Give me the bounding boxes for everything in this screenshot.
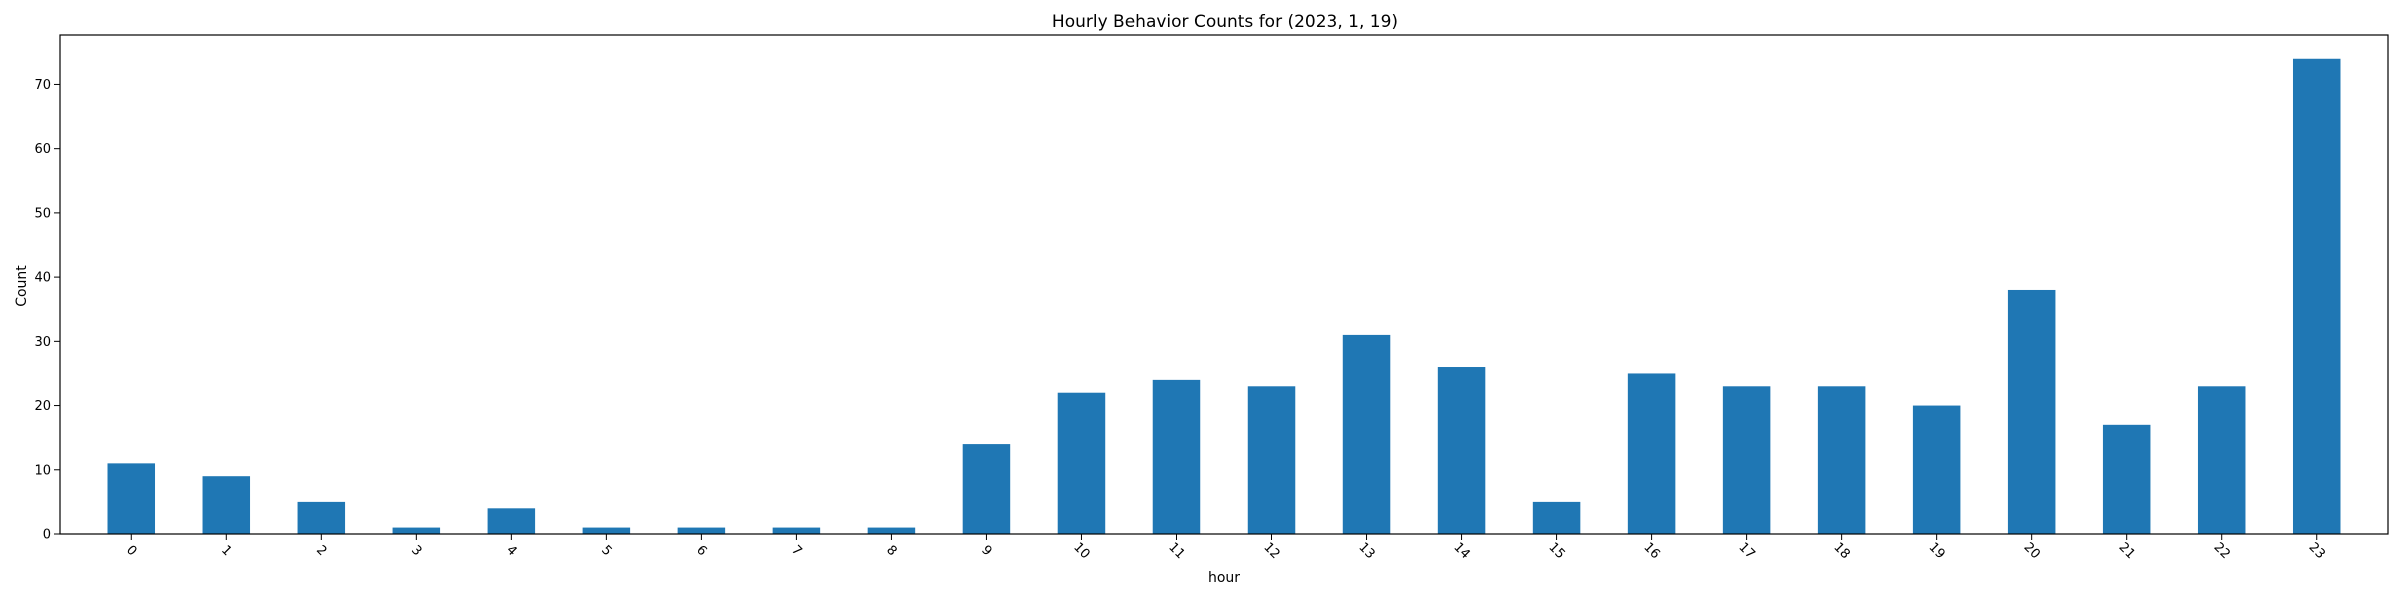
bar-hour-11 bbox=[1152, 379, 1201, 534]
bar-hour-19 bbox=[1912, 405, 1961, 534]
bar-hour-20 bbox=[2007, 289, 2056, 534]
bar-hour-12 bbox=[1247, 386, 1296, 534]
bar-hour-21 bbox=[2102, 424, 2151, 534]
bar-hour-5 bbox=[582, 527, 631, 534]
bar-hour-0 bbox=[107, 463, 156, 534]
chart-title: Hourly Behavior Counts for (2023, 1, 19) bbox=[1052, 12, 1398, 32]
y-tick-label: 0 bbox=[43, 528, 51, 543]
y-axis-ticks: 0 10 20 30 40 50 60 70 bbox=[34, 78, 60, 543]
y-tick-label: 30 bbox=[34, 335, 51, 350]
bar-hour-16 bbox=[1627, 373, 1676, 534]
y-tick-label: 60 bbox=[34, 142, 51, 157]
bar-hour-18 bbox=[1817, 386, 1866, 534]
bar-hour-10 bbox=[1057, 392, 1106, 534]
bar-hour-17 bbox=[1722, 386, 1771, 534]
bars-group bbox=[107, 58, 2341, 534]
bar-hour-22 bbox=[2197, 386, 2246, 534]
plot-frame bbox=[59, 34, 2389, 535]
bar-hour-15 bbox=[1532, 501, 1581, 534]
bar-hour-6 bbox=[677, 527, 726, 534]
y-axis-label: Count bbox=[14, 265, 30, 307]
y-tick-label: 10 bbox=[34, 463, 51, 478]
bar-hour-23 bbox=[2292, 58, 2341, 534]
bar-hour-14 bbox=[1437, 367, 1486, 534]
bar-hour-9 bbox=[962, 444, 1011, 534]
y-tick-label: 50 bbox=[34, 206, 51, 221]
bar-hour-4 bbox=[487, 508, 536, 534]
bar-hour-7 bbox=[772, 527, 821, 534]
y-tick-label: 40 bbox=[34, 271, 51, 286]
y-tick-label: 70 bbox=[34, 78, 51, 93]
bar-hour-3 bbox=[392, 527, 441, 534]
bar-hour-1 bbox=[202, 476, 251, 534]
bar-hour-2 bbox=[297, 501, 346, 534]
bar-hour-13 bbox=[1342, 334, 1391, 534]
y-tick-label: 20 bbox=[34, 399, 51, 414]
x-axis-label: hour bbox=[1208, 570, 1240, 586]
bar-hour-8 bbox=[867, 527, 916, 534]
